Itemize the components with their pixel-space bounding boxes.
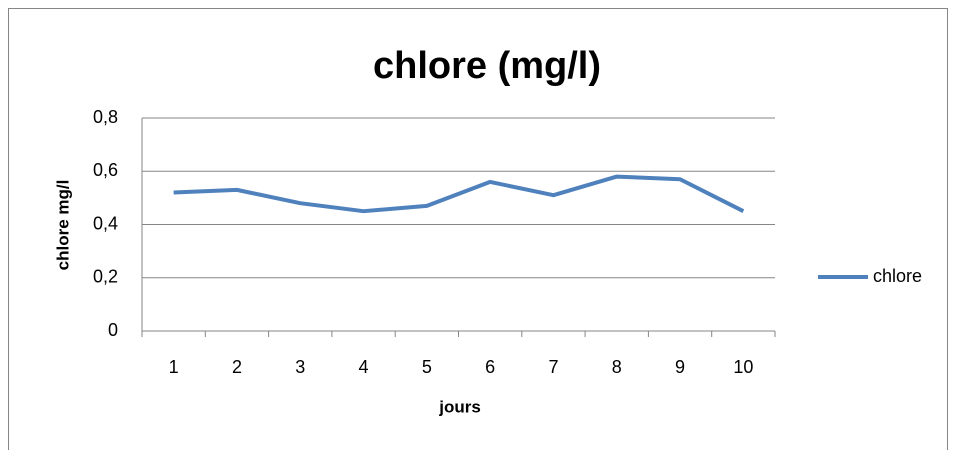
x-tick-label: 1 (169, 357, 179, 377)
x-tick-label: 8 (612, 357, 622, 377)
y-tick-label: 0 (108, 320, 118, 340)
x-tick-label: 2 (232, 357, 242, 377)
x-tick-label: 4 (359, 357, 369, 377)
chart-frame (8, 8, 948, 450)
x-axis-label: jours (438, 397, 481, 416)
data-line (173, 174, 745, 214)
x-tick-label: 10 (733, 357, 753, 377)
x-tick-label: 5 (422, 357, 432, 377)
y-tick-label: 0,6 (93, 160, 118, 180)
chart-title: chlore (mg/l) (373, 45, 601, 87)
x-tick-label: 3 (295, 357, 305, 377)
y-tick-label: 0,4 (93, 213, 118, 233)
y-tick-label: 0,2 (93, 267, 118, 287)
x-tick-label: 9 (675, 357, 685, 377)
y-axis-label: chlore mg/l (53, 180, 72, 271)
x-tick-label: 7 (548, 357, 558, 377)
legend-label: chlore (873, 266, 922, 286)
y-tick-label: 0,8 (93, 107, 118, 127)
x-tick-label: 6 (485, 357, 495, 377)
